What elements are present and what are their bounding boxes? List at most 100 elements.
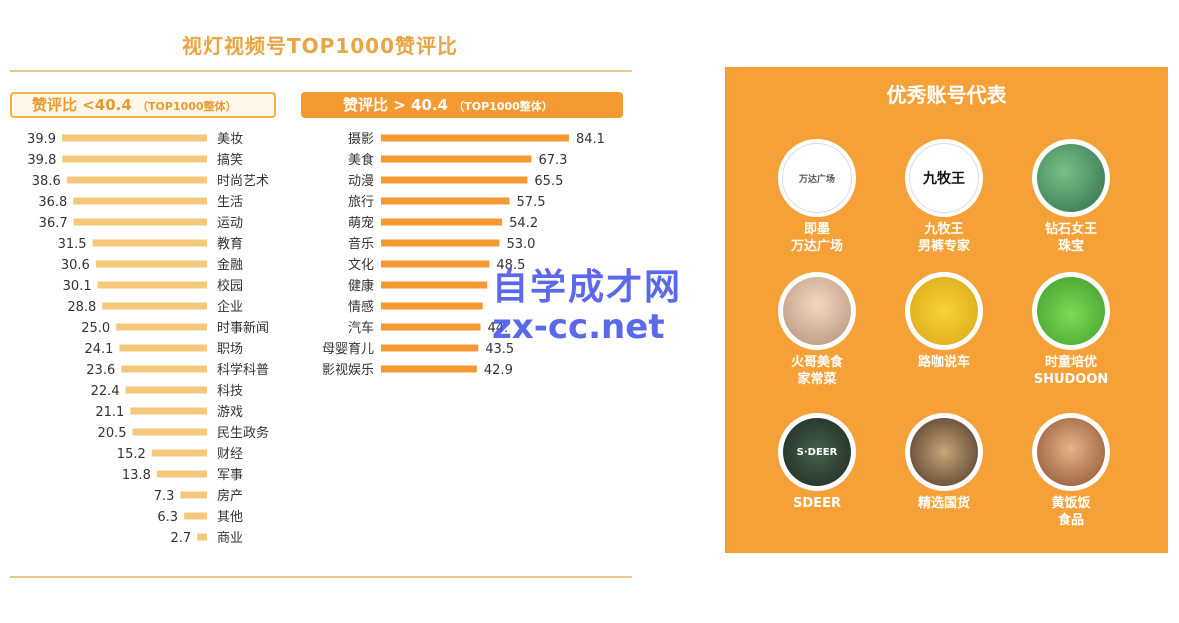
goods-photo-icon <box>910 418 978 486</box>
watermark-line2: zx-cc.net <box>492 307 665 347</box>
left-bar-value-15: 15.2 <box>117 447 146 462</box>
right-bar-label-5: 音乐 <box>348 236 374 252</box>
account-avatar <box>905 272 983 350</box>
left-bar-label-12: 科技 <box>217 384 243 399</box>
right-bar-value-9: 44. <box>487 321 508 336</box>
left-group-header: 赞评比 <40.4 （TOP1000整体） <box>10 92 276 118</box>
account-card: 九牧王九牧王 男裤专家 <box>884 139 1004 255</box>
left-bar-label-4: 运动 <box>217 216 243 231</box>
left-bar-label-19: 商业 <box>217 531 243 546</box>
right-bar-value-5: 53.0 <box>506 237 535 252</box>
left-bar-value-2: 38.6 <box>32 174 61 189</box>
left-bar-value-9: 25.0 <box>81 321 110 336</box>
left-bar-5 <box>92 239 207 247</box>
left-bar-value-12: 22.4 <box>91 384 120 399</box>
left-bar-14 <box>132 428 207 436</box>
right-bar-label-9: 汽车 <box>348 320 374 336</box>
account-card: 万达广场 即墨 万达广场 <box>757 139 877 255</box>
right-bar-8 <box>381 302 483 310</box>
chart-title: 视灯视频号TOP1000赞评比 <box>182 34 458 58</box>
right-bar-label-0: 摄影 <box>348 132 374 147</box>
couple-photo-icon <box>783 277 851 345</box>
account-name: 黄饭饭 食品 <box>1051 496 1091 528</box>
account-avatar <box>1032 139 1110 217</box>
right-group-header: 赞评比 > 40.4 （TOP1000整体） <box>301 92 623 118</box>
left-bar-label-9: 时事新闻 <box>217 320 269 336</box>
left-bar-value-4: 36.7 <box>39 216 68 231</box>
account-card: 时童培优 SHUDOON <box>1011 272 1131 388</box>
bottom-divider <box>10 576 632 578</box>
left-bar-10 <box>119 344 207 352</box>
account-name: 路咖说车 <box>917 355 970 370</box>
watermark-line1: 自学成才网 <box>492 267 683 308</box>
featured-accounts-panel: 优秀账号代表 万达广场 即墨 万达广场 九牧王 九牧王 男裤专家 钻石女王 珠宝 火哥美食 家常菜… <box>725 67 1168 553</box>
right-bar-label-7: 健康 <box>348 278 374 294</box>
left-bar-3 <box>73 197 208 205</box>
right-bar-1 <box>381 155 532 163</box>
left-bar-19 <box>197 533 207 541</box>
food-photo-icon <box>1037 418 1105 486</box>
left-bar-value-7: 30.1 <box>63 279 92 294</box>
right-bar-value-0: 84.1 <box>576 132 605 147</box>
sdeer-logo-icon: S·DEER <box>783 418 851 486</box>
account-name: 火哥美食 家常菜 <box>790 355 843 387</box>
left-bar-value-13: 21.1 <box>95 405 124 420</box>
account-avatar <box>1032 413 1110 491</box>
account-avatar: 九牧王 <box>905 139 983 217</box>
left-bar-label-2: 时尚艺术 <box>217 174 269 189</box>
right-bar-11 <box>381 365 477 373</box>
joeone-logo-icon: 九牧王 <box>909 143 979 213</box>
right-bar-label-4: 萌宠 <box>348 215 374 231</box>
right-bar-0 <box>381 134 569 142</box>
left-bar-12 <box>125 386 207 394</box>
left-bar-value-3: 36.8 <box>38 195 67 210</box>
top-divider <box>10 70 632 72</box>
account-avatar: S·DEER <box>778 413 856 491</box>
left-bar-label-0: 美妆 <box>217 132 243 147</box>
right-bar-value-1: 67.3 <box>538 153 567 168</box>
left-bar-label-11: 科学科普 <box>217 362 269 378</box>
account-name: 时童培优 SHUDOON <box>1033 355 1109 387</box>
left-bar-9 <box>116 323 207 331</box>
right-bar-value-2: 65.5 <box>534 174 563 189</box>
left-bar-18 <box>184 512 207 520</box>
panel-title: 优秀账号代表 <box>886 83 1007 107</box>
left-bar-6 <box>95 260 207 268</box>
account-avatar <box>1032 272 1110 350</box>
account-card: 火哥美食 家常菜 <box>757 272 877 388</box>
left-bar-13 <box>130 407 207 415</box>
right-bar-10 <box>381 344 479 352</box>
account-name: 九牧王 男裤专家 <box>917 222 970 254</box>
right-bar-label-1: 美食 <box>348 152 374 168</box>
avatar-text: S·DEER <box>796 446 838 458</box>
account-avatar: 万达广场 <box>778 139 856 217</box>
wanda-logo-icon: 万达广场 <box>782 143 852 213</box>
left-bar-7 <box>97 281 207 289</box>
car-cartoon-icon <box>910 277 978 345</box>
left-group-header-main: 赞评比 <40.4 <box>32 96 132 114</box>
woman-photo-icon <box>1037 144 1105 212</box>
left-bar-11 <box>121 365 207 373</box>
right-bar-value-6: 48.5 <box>496 258 525 273</box>
left-bar-label-10: 职场 <box>217 342 243 357</box>
right-bar-label-8: 情感 <box>348 299 374 315</box>
account-name: 钻石女王 珠宝 <box>1044 222 1097 254</box>
left-bar-label-14: 民生政务 <box>217 425 269 441</box>
left-bar-15 <box>151 449 207 457</box>
right-bar-2 <box>381 176 528 184</box>
left-bar-label-5: 教育 <box>217 236 243 252</box>
left-bar-value-8: 28.8 <box>67 300 96 315</box>
left-bar-16 <box>156 470 207 478</box>
left-group-header-sub: （TOP1000整体） <box>137 100 237 113</box>
left-bar-1 <box>62 155 208 163</box>
avatar-text: 万达广场 <box>798 174 835 185</box>
left-bar-4 <box>73 218 207 226</box>
right-bar-3 <box>381 197 510 205</box>
left-bar-label-7: 校园 <box>217 278 243 294</box>
right-bar-4 <box>381 218 503 226</box>
account-name: 精选国货 <box>917 496 970 511</box>
account-name: SDEER <box>793 496 841 511</box>
right-group-header-main: 赞评比 > 40.4 <box>343 96 449 114</box>
left-bar-value-19: 2.7 <box>171 531 192 546</box>
right-bar-label-11: 影视娱乐 <box>322 363 374 378</box>
